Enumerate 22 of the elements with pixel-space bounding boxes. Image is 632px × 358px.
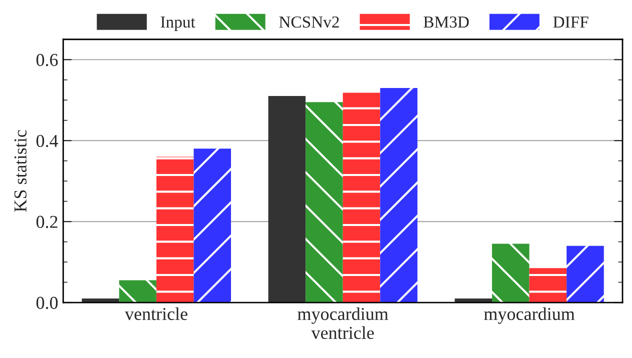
y-tick-label: 0.6 xyxy=(36,54,58,66)
bar xyxy=(342,92,380,303)
x-tick-label: myocardium xyxy=(484,307,575,324)
y-tick-label: 0.0 xyxy=(36,296,58,310)
bar xyxy=(380,88,418,303)
bar xyxy=(566,246,604,303)
legend-label: Input xyxy=(160,16,196,32)
bar xyxy=(268,96,306,303)
x-tick-label: ventricle xyxy=(124,307,188,320)
y-tick-label: 0.2 xyxy=(36,216,58,228)
bar xyxy=(306,102,343,303)
legend-label: BM3D xyxy=(424,16,469,28)
bar xyxy=(156,156,194,303)
bar xyxy=(119,280,156,303)
x-tick-label: myocardium ventricle xyxy=(298,307,388,340)
y-tick-label: 0.4 xyxy=(36,134,58,148)
legend-label: DIFF xyxy=(553,16,588,28)
bar xyxy=(194,148,231,303)
bar xyxy=(529,268,567,303)
bar xyxy=(492,244,530,303)
y-axis-title: KS statistic xyxy=(14,130,27,212)
legend-label: NCSNv2 xyxy=(279,16,339,28)
